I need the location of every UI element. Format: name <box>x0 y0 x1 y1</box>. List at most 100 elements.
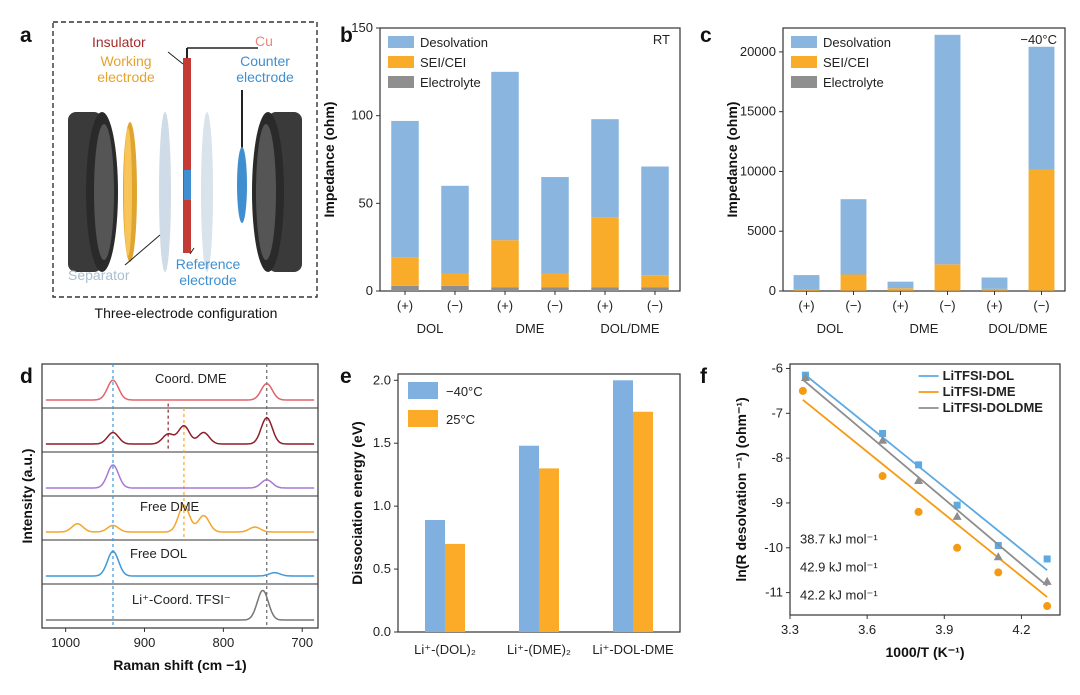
b-bar-sei-cei-3 <box>541 273 569 288</box>
e-xtick-label: Li⁺-DOL-DME <box>592 642 674 657</box>
counter-electrode-label: Counter electrode <box>236 53 294 85</box>
c-ytick-label: 15000 <box>740 104 776 119</box>
b-bar-desolvation-5 <box>641 166 669 276</box>
e-bar-1-1 <box>539 468 559 632</box>
d-annotation-coord-dme: Coord. DME <box>155 371 227 386</box>
three-electrode-schematic: Insulator Cu Working electrode Counter ele… <box>52 21 318 321</box>
d-ylabel: Intensity (a.u.) <box>19 449 35 544</box>
d-xtick-label: 1000 <box>51 635 80 650</box>
c-legend-label: SEI/CEI <box>823 55 869 70</box>
b-group-label: DOL/DME <box>600 321 660 336</box>
e-bar-0-2 <box>613 380 633 632</box>
schematic-caption: Three-electrode configuration <box>95 305 278 321</box>
d-spectrum-4 <box>45 550 315 577</box>
panel-label-a: a <box>20 24 32 47</box>
working-electrode-label: Working electrode <box>97 53 155 85</box>
b-bar-sei-cei-4 <box>591 217 619 288</box>
c-xtick-label: (+) <box>892 298 908 313</box>
b-group-label: DME <box>516 321 545 336</box>
cu-label: Cu <box>255 33 273 49</box>
c-plot-frame <box>782 27 1066 292</box>
f-ytick-label: -10 <box>764 540 783 555</box>
c-group-label: DME <box>910 321 939 336</box>
f-point-dol <box>915 461 923 469</box>
f-fit-line-2 <box>802 378 1048 587</box>
c-legend-swatch <box>791 56 817 68</box>
b-ytick-label: 50 <box>359 195 373 210</box>
c-legend-swatch <box>791 36 817 48</box>
b-bar-electrolyte-1 <box>441 285 469 291</box>
b-bar-desolvation-2 <box>491 71 519 241</box>
b-bar-sei-cei-2 <box>491 240 519 288</box>
c-ytick-label: 0 <box>769 283 776 298</box>
d-xlabel: Raman shift (cm −1) <box>113 657 246 673</box>
b-ytick-label: 100 <box>351 108 373 123</box>
f-xlabel: 1000/T (K⁻¹) <box>886 644 965 660</box>
c-legend-label: Electrolyte <box>823 75 884 90</box>
b-bar-electrolyte-0 <box>391 285 419 291</box>
f-xtick-label: 3.9 <box>935 622 953 637</box>
c-bar-sei-cei-2 <box>887 288 914 291</box>
f-ylabel: ln(R desolvation ⁻¹) (ohm⁻¹) <box>733 397 749 581</box>
f-point-dol <box>1043 555 1051 563</box>
f-point-doldme <box>1042 576 1052 585</box>
f-ytick-label: -9 <box>771 495 783 510</box>
d-xtick-label: 900 <box>134 635 156 650</box>
d-xtick-label: 800 <box>213 635 235 650</box>
b-bar-electrolyte-4 <box>591 287 619 291</box>
f-legend-label: LiTFSI-DOLDME <box>943 400 1044 415</box>
f-energy-label: 42.9 kJ mol⁻¹ <box>800 559 878 574</box>
f-xtick-label: 3.3 <box>781 622 799 637</box>
panel-label-f: f <box>700 365 708 388</box>
c-bar-desolvation-3 <box>934 34 961 265</box>
f-point-dme <box>953 543 962 552</box>
f-point-dme <box>914 507 923 516</box>
separator-disk-2 <box>201 112 213 272</box>
c-legend-swatch <box>791 76 817 88</box>
d-annotation-free-dme: Free DME <box>140 499 200 514</box>
b-bar-sei-cei-5 <box>641 275 669 288</box>
reference-electrode-rod <box>183 47 258 253</box>
panel-label-c: c <box>700 24 712 47</box>
c-bar-sei-cei-0 <box>793 289 820 291</box>
f-point-dol <box>953 501 961 509</box>
f-point-dme <box>994 568 1003 577</box>
d-spectrum-0 <box>45 379 315 401</box>
b-xtick-label: (+) <box>497 298 513 313</box>
f-fit-line-1 <box>802 399 1048 598</box>
d-annotation-free-dol: Free DOL <box>130 546 187 561</box>
e-bar-1-0 <box>445 543 465 632</box>
c-ylabel: Impedance (ohm) <box>724 102 740 218</box>
c-bar-sei-cei-1 <box>840 274 867 291</box>
working-electrode-disk <box>123 122 137 262</box>
panel-label-b: b <box>340 24 353 47</box>
b-legend-label: SEI/CEI <box>420 55 466 70</box>
b-bar-sei-cei-1 <box>441 273 469 286</box>
c-xtick-label: (−) <box>845 298 861 313</box>
f-xtick-label: 4.2 <box>1012 622 1030 637</box>
b-ytick-label: 150 <box>351 20 373 35</box>
b-bar-electrolyte-3 <box>541 287 569 291</box>
b-xtick-label: (−) <box>447 298 463 313</box>
e-xtick-label: Li⁺-(DME)₂ <box>507 642 571 657</box>
f-point-doldme <box>878 435 888 444</box>
d-spectrum-1 <box>45 416 315 445</box>
f-energy-label: 42.2 kJ mol⁻¹ <box>800 587 878 602</box>
e-ytick-label: 0.0 <box>373 624 391 639</box>
f-point-dme <box>798 386 807 395</box>
b-bar-desolvation-0 <box>391 120 419 258</box>
b-xtick-label: (+) <box>397 298 413 313</box>
panel-e-chart: 0.0 0.5 1.0 1.5 2.0 Li⁺-(DOL)₂ Li⁺-(DME)₂ Li⁺-D… <box>349 372 681 657</box>
c-xtick-label: (−) <box>939 298 955 313</box>
c-ytick-label: 10000 <box>740 163 776 178</box>
f-fit-line-0 <box>802 372 1048 571</box>
c-xtick-label: (+) <box>986 298 1002 313</box>
c-bar-desolvation-1 <box>840 199 867 275</box>
b-xtick-label: (+) <box>597 298 613 313</box>
e-bar-0-1 <box>519 445 539 632</box>
b-annotation: RT <box>653 32 670 47</box>
e-ytick-label: 1.0 <box>373 498 391 513</box>
d-annotation-li-tfsi: Li⁺-Coord. TFSI⁻ <box>132 592 231 607</box>
c-bar-sei-cei-3 <box>934 264 961 291</box>
